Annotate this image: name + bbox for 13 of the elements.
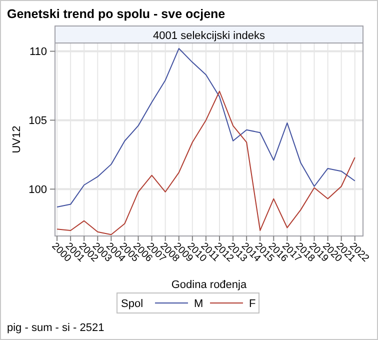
legend-label: M bbox=[194, 298, 204, 310]
y-tick-label: 110 bbox=[29, 46, 47, 58]
legend-label: F bbox=[249, 298, 256, 310]
text: pig - sum - si - 2521 bbox=[7, 322, 104, 334]
line-series bbox=[56, 48, 356, 208]
y-tick-label: 105 bbox=[28, 115, 47, 128]
x-axis-title: Godina rođenja bbox=[171, 279, 248, 291]
legend-title: Spol bbox=[121, 298, 144, 310]
chart-title: Genetski trend po spolu - sve ocjene bbox=[7, 7, 226, 21]
chart-subtitle: 4001 selekcijski indeks bbox=[153, 30, 266, 42]
y-axis-title: UV12 bbox=[11, 126, 23, 154]
y-tick-label: 100 bbox=[28, 184, 47, 196]
line-series bbox=[56, 90, 356, 236]
